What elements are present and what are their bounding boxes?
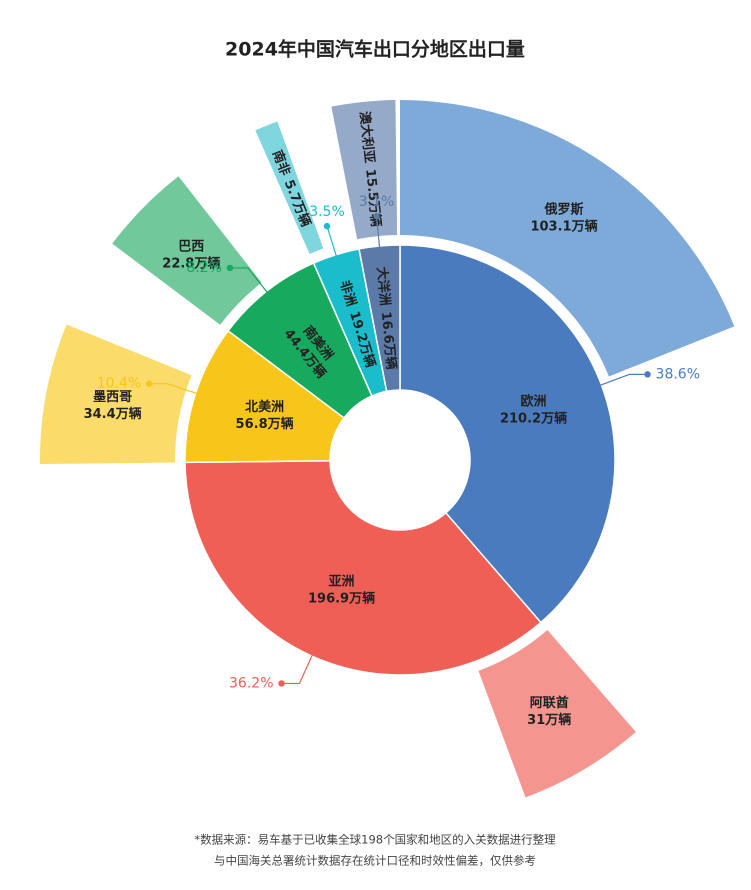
leader-line xyxy=(375,216,381,251)
segment-label: 澳大利亚 15.5万辆 xyxy=(357,110,385,227)
segment-name: 亚洲 xyxy=(329,574,355,589)
segment-name: 澳大利亚 xyxy=(357,110,378,163)
leader-dot xyxy=(644,371,651,378)
leader-line xyxy=(281,652,314,685)
segment-label: 巴西 22.8万辆 xyxy=(162,239,220,271)
leader-line xyxy=(229,267,270,295)
segment-label-text: 澳大利亚 15.5万辆 xyxy=(357,110,385,227)
segment-value-label: 34.4万辆 xyxy=(84,405,142,421)
leader-line xyxy=(149,383,200,395)
segment-label-text: 亚洲 196.9万辆 xyxy=(308,574,375,606)
segment-name: 阿联酋 xyxy=(530,695,569,711)
segment-name: 非洲 xyxy=(337,278,360,308)
segment-value-label: 103.1万辆 xyxy=(530,218,597,234)
segment-value-label: 22.8万辆 xyxy=(162,255,220,271)
chart-title: 2024年中国汽车出口分地区出口量 xyxy=(225,38,525,61)
segment-label-text: 巴西 22.8万辆 xyxy=(162,239,220,271)
segment-value-label: 15.5万辆 xyxy=(363,168,385,227)
segment-label-text: 墨西哥 34.4万辆 xyxy=(84,389,142,422)
share-label: 38.6% xyxy=(656,366,700,382)
share-label: 36.2% xyxy=(229,675,273,691)
segment-value-label: 210.2万辆 xyxy=(500,410,567,426)
segment-label: 欧洲 210.2万辆 xyxy=(500,393,567,426)
leader-dot xyxy=(323,222,331,230)
share-label: 10.4% xyxy=(97,376,141,392)
segment-label: 亚洲 196.9万辆 xyxy=(308,574,375,606)
segment-name: 欧洲 xyxy=(521,393,547,409)
donut-hole xyxy=(330,390,470,530)
segment-label-text: 阿联酋 31万辆 xyxy=(527,695,571,728)
segment-label: 阿联酋 31万辆 xyxy=(527,695,571,728)
segment-value-label: 196.9万辆 xyxy=(308,590,375,606)
segment-value-label: 5.7万辆 xyxy=(281,177,314,228)
share-label: 8.2% xyxy=(186,260,222,276)
segment-value-label: 16.6万辆 xyxy=(378,311,399,370)
segment-name: 俄罗斯 xyxy=(544,201,584,217)
share-label: 3.5% xyxy=(309,204,345,220)
country-wedge xyxy=(478,630,636,798)
segment-label: 北美洲 56.8万辆 xyxy=(236,399,294,432)
segment-label-text: 欧洲 210.2万辆 xyxy=(500,393,567,426)
country-wedge xyxy=(255,121,324,254)
segment-label: 俄罗斯 103.1万辆 xyxy=(530,201,597,234)
segment-label-text: 北美洲 56.8万辆 xyxy=(236,399,294,432)
segment-label: 墨西哥 34.4万辆 xyxy=(84,389,142,422)
country-wedge xyxy=(112,176,262,325)
footnote: 与中国海关总署统计数据存在统计口径和时效性偏差，仅供参考 xyxy=(214,854,536,868)
country-wedge xyxy=(331,100,398,240)
segment-name: 墨西哥 xyxy=(93,389,132,405)
leader-line xyxy=(326,225,338,259)
segment-name: 大洋洲 xyxy=(374,266,394,306)
footnote: *数据来源：易车基于已收集全球198个国家和地区的入关数据进行整理 xyxy=(194,833,556,847)
segment-name: 巴西 xyxy=(178,239,204,254)
segment-name: 北美洲 xyxy=(245,399,284,415)
segment-label-text: 俄罗斯 103.1万辆 xyxy=(530,201,597,234)
country-wedge xyxy=(400,100,735,377)
segment-label-text: 南非5.7万辆 xyxy=(269,148,314,229)
leader-dot xyxy=(278,680,285,687)
country-wedge xyxy=(40,324,192,465)
segment-name: 南非 xyxy=(269,148,294,178)
segment-label: 南非5.7万辆 xyxy=(269,148,314,229)
leader-dot xyxy=(373,212,380,220)
leader-line xyxy=(597,373,648,387)
segment-label-text: 大洋洲 16.6万辆 xyxy=(374,266,400,370)
segment-label: 大洋洲 16.6万辆 xyxy=(374,266,400,370)
segment-value-label: 31万辆 xyxy=(527,712,571,728)
leader-dot xyxy=(145,380,153,387)
share-label: 3.1% xyxy=(359,194,395,210)
segment-value-label: 56.8万辆 xyxy=(236,416,294,432)
leader-dot xyxy=(226,264,234,272)
